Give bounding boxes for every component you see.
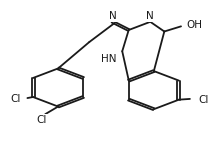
Text: Cl: Cl — [10, 94, 20, 104]
Text: Cl: Cl — [198, 95, 208, 105]
Text: OH: OH — [187, 20, 202, 30]
Text: HN: HN — [101, 54, 117, 64]
Text: Cl: Cl — [37, 115, 47, 125]
Text: N: N — [109, 11, 116, 21]
Text: N: N — [146, 11, 154, 21]
